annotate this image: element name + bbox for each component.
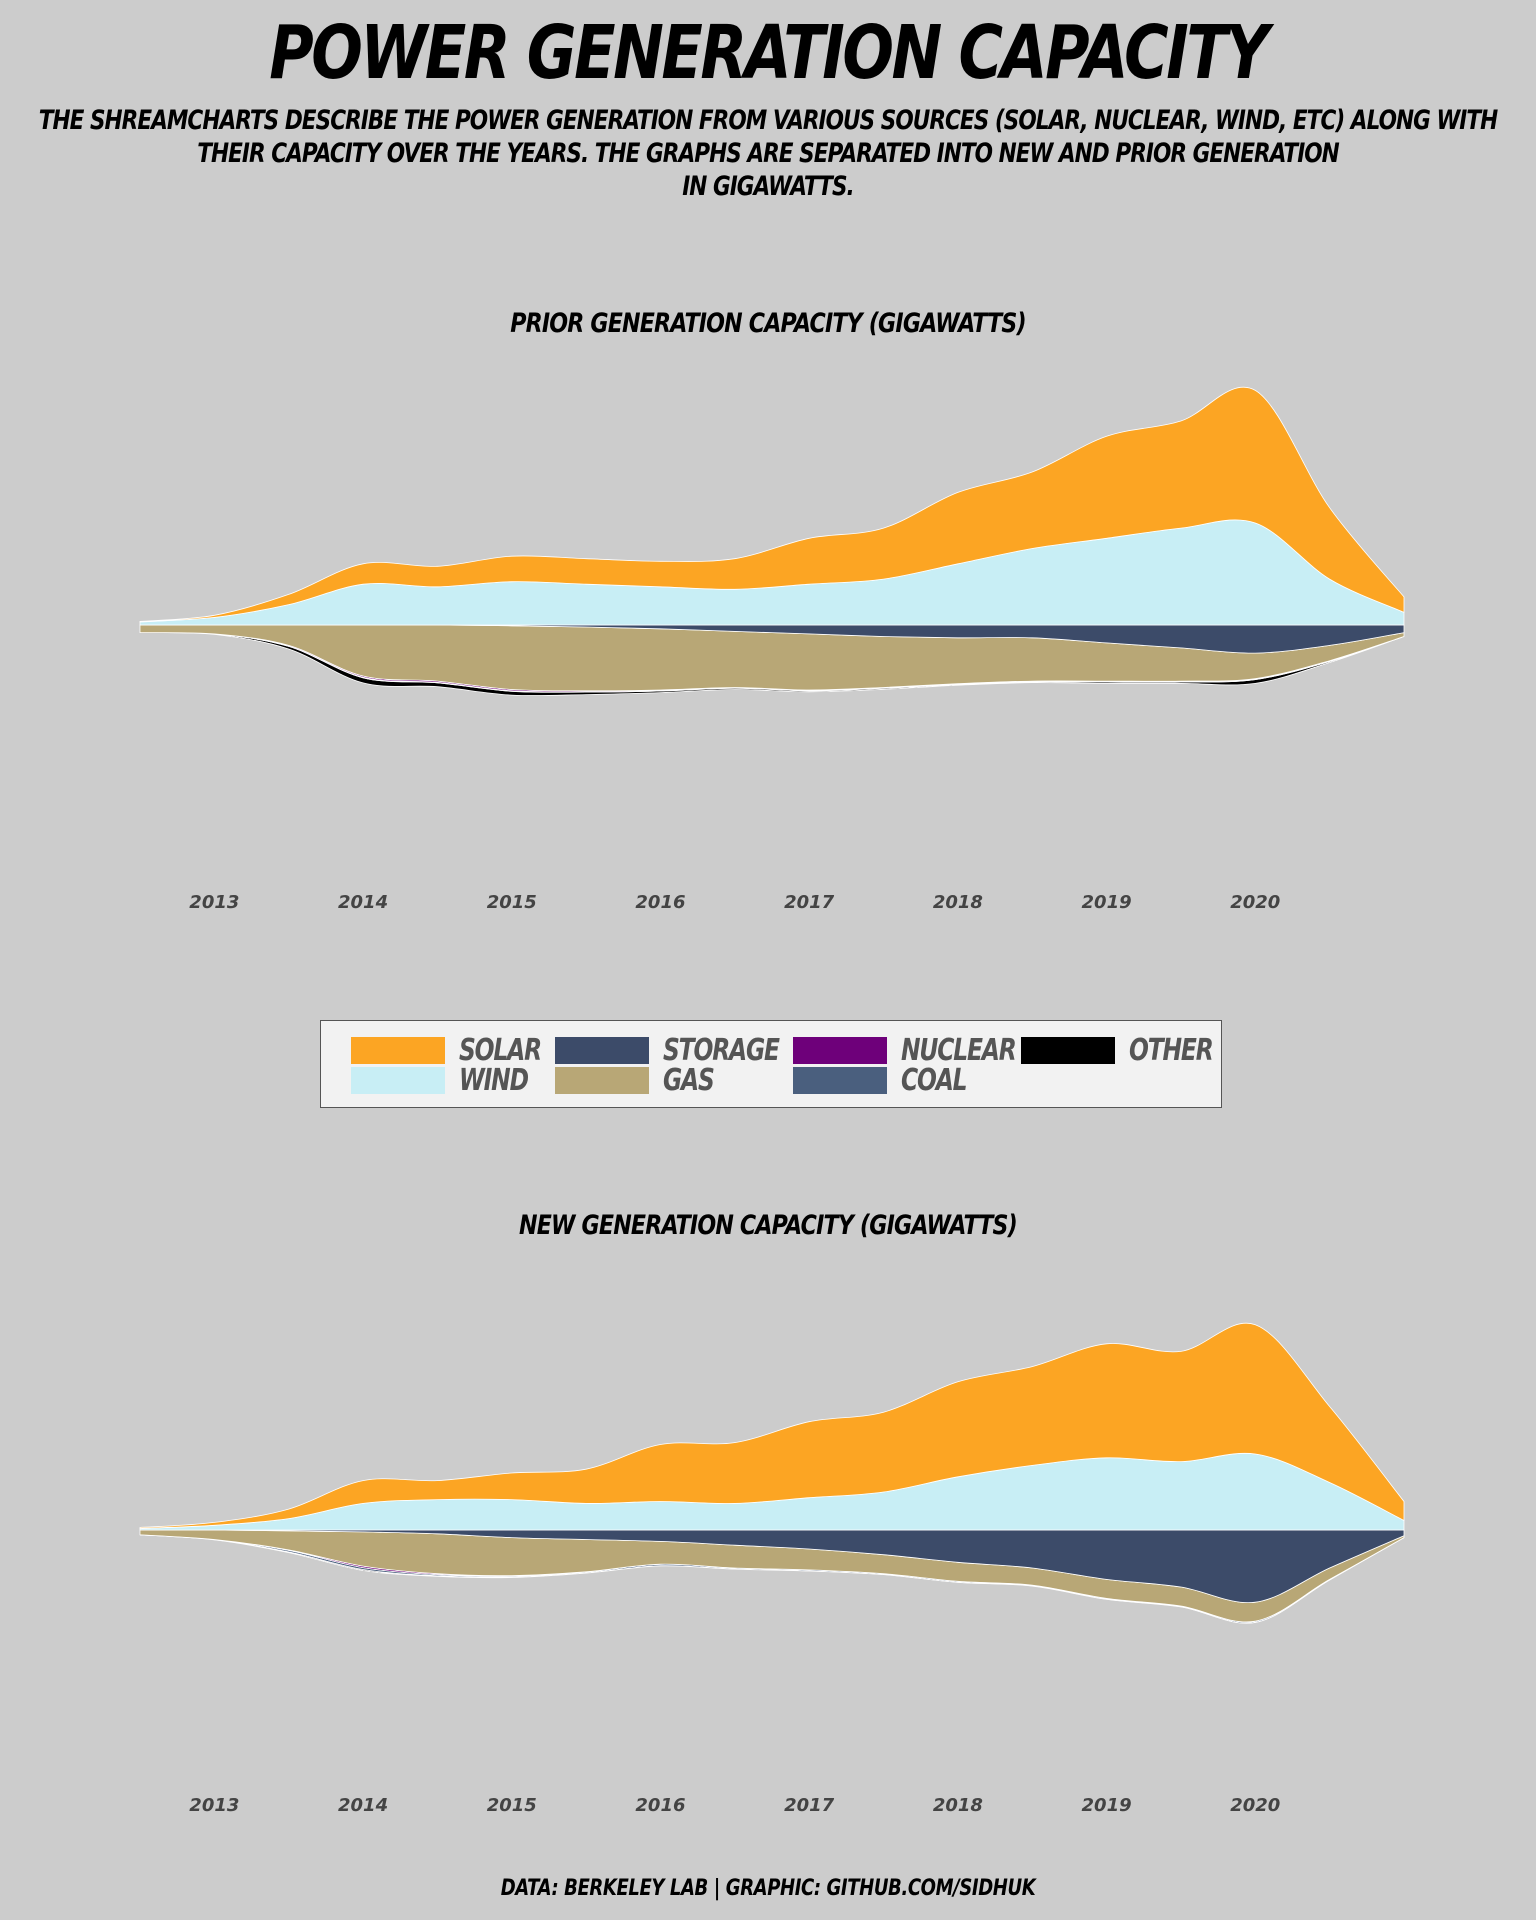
legend-swatch-nuclear bbox=[793, 1037, 887, 1064]
page-subtitle: THE SHREAMCHARTS DESCRIBE THE POWER GENE… bbox=[0, 104, 1536, 203]
year-tick-label: 2014 bbox=[338, 1795, 388, 1816]
year-tick-label: 2019 bbox=[1082, 892, 1132, 913]
year-tick-label: 2017 bbox=[784, 1795, 835, 1816]
legend-swatch-other bbox=[1021, 1037, 1115, 1064]
legend-label-other: OTHER bbox=[1129, 1033, 1214, 1068]
subtitle-line-1: THE SHREAMCHARTS DESCRIBE THE POWER GENE… bbox=[38, 105, 1499, 136]
year-tick-label: 2020 bbox=[1230, 892, 1280, 913]
subtitle-line-2: THEIR CAPACITY OVER THE YEARS. THE GRAPH… bbox=[197, 138, 1340, 169]
legend-label-nuclear: NUCLEAR bbox=[901, 1033, 1017, 1068]
legend-swatch-wind bbox=[351, 1067, 445, 1094]
new-chart-title: NEW GENERATION CAPACITY (GIGAWATTS) bbox=[519, 1210, 1018, 1241]
legend-label-wind: WIND bbox=[459, 1063, 529, 1098]
legend-label-storage: STORAGE bbox=[663, 1033, 780, 1068]
year-tick-label: 2020 bbox=[1230, 1795, 1280, 1816]
year-tick-label: 2019 bbox=[1082, 1795, 1132, 1816]
subtitle-line-3: IN GIGAWATTS. bbox=[682, 171, 855, 202]
year-tick-label: 2016 bbox=[635, 892, 685, 913]
prior-chart-title: PRIOR GENERATION CAPACITY (GIGAWATTS) bbox=[510, 308, 1026, 339]
page-title: POWER GENERATION CAPACITY bbox=[269, 10, 1269, 96]
prior-generation-streamgraph: 2013 2014 2015 2016 2017 2018 2019 2020 bbox=[139, 386, 1405, 913]
year-tick-label: 2017 bbox=[784, 892, 835, 913]
legend-label-solar: SOLAR bbox=[459, 1033, 542, 1068]
year-tick-label: 2014 bbox=[338, 892, 388, 913]
legend: SOLAR WIND STORAGE GAS NUCLEAR COAL OTHE… bbox=[320, 1020, 1222, 1108]
year-tick-label: 2015 bbox=[487, 1795, 537, 1816]
stream-layer-solar bbox=[139, 386, 1405, 623]
legend-swatch-coal bbox=[793, 1067, 887, 1094]
legend-label-coal: COAL bbox=[901, 1063, 968, 1098]
new-generation-streamgraph: 2013 2014 2015 2016 2017 2018 2019 2020 bbox=[139, 1322, 1405, 1816]
year-tick-label: 2018 bbox=[933, 1795, 983, 1816]
stream-layer-solar bbox=[139, 1322, 1405, 1529]
legend-label-gas: GAS bbox=[663, 1063, 715, 1098]
year-tick-label: 2013 bbox=[189, 892, 239, 913]
legend-swatch-storage bbox=[555, 1037, 649, 1064]
year-tick-label: 2018 bbox=[933, 892, 983, 913]
year-tick-label: 2015 bbox=[487, 892, 537, 913]
data-credit: DATA: BERKELEY LAB | GRAPHIC: GITHUB.COM… bbox=[500, 1876, 1036, 1901]
year-tick-label: 2016 bbox=[635, 1795, 685, 1816]
legend-swatch-solar bbox=[351, 1037, 445, 1064]
legend-swatch-gas bbox=[555, 1067, 649, 1094]
year-tick-label: 2013 bbox=[189, 1795, 239, 1816]
